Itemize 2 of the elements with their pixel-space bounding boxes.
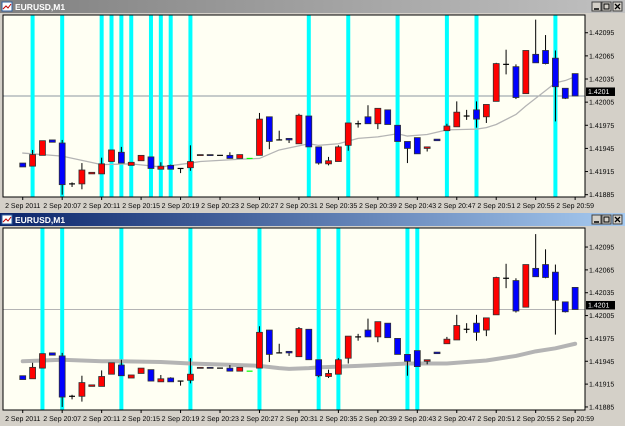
chart-title: EURUSD,M1 <box>15 215 66 225</box>
chart-title: EURUSD,M1 <box>15 2 66 12</box>
